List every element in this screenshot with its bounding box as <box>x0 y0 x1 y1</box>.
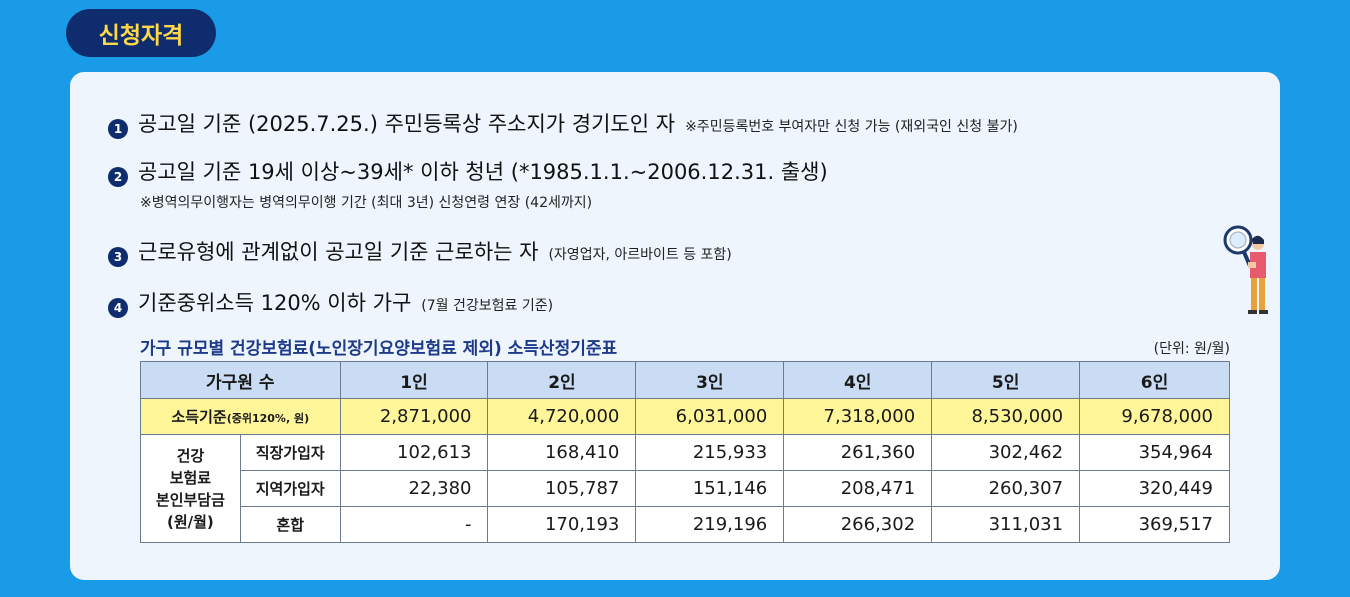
table-cell: 168,410 <box>487 434 637 471</box>
eligibility-panel: 1 공고일 기준 (2025.7.25.) 주민등록상 주소지가 경기도인 자 … <box>70 72 1280 580</box>
table-cell: 302,462 <box>931 434 1081 471</box>
header-col-5: 5인 <box>931 361 1081 399</box>
header-col-1: 1인 <box>339 361 489 399</box>
criterion-3-note: (자영업자, 아르바이트 등 포함) <box>548 247 732 263</box>
criterion-2-text: 공고일 기준 19세 이상~39세* 이하 청년 (*1985.1.1.~200… <box>138 160 828 184</box>
header-col-2: 2인 <box>487 361 637 399</box>
criterion-4-note: (7월 건강보험료 기준) <box>421 298 554 314</box>
header-col-4: 4인 <box>783 361 933 399</box>
table-cell: 208,471 <box>783 470 933 507</box>
income-label: 소득기준(중위120%, 원) <box>140 398 341 435</box>
table-cell: 170,193 <box>487 506 637 543</box>
table-cell: 261,360 <box>783 434 933 471</box>
table-header-row: 가구원 수 1인 2인 3인 4인 5인 6인 <box>140 361 1230 399</box>
table-cell: 22,380 <box>339 470 489 507</box>
income-cell: 6,031,000 <box>635 398 785 435</box>
header-col-6: 6인 <box>1079 361 1230 399</box>
table-unit: (단위: 원/월) <box>1153 341 1230 357</box>
table-cell: 320,449 <box>1079 470 1230 507</box>
income-standard-table: 가구원 수 1인 2인 3인 4인 5인 6인 소득기준(중위120%, 원) … <box>140 361 1230 543</box>
table-row: 지역가입자 22,380 105,787 151,146 208,471 260… <box>141 470 1230 507</box>
table-cell: 369,517 <box>1079 506 1230 543</box>
table-cell: 151,146 <box>635 470 785 507</box>
table-cell: 354,964 <box>1079 434 1230 471</box>
table-row: 혼합 - 170,193 219,196 266,302 311,031 369… <box>141 506 1230 543</box>
criterion-3: 3 근로유형에 관계없이 공고일 기준 근로하는 자 (자영업자, 아르바이트 … <box>108 236 732 267</box>
income-cell: 2,871,000 <box>339 398 489 435</box>
row-label: 혼합 <box>239 506 341 543</box>
number-2-icon: 2 <box>108 167 128 187</box>
insurance-category-label: 건강 보험료 본인부담금 (원/월) <box>140 434 241 543</box>
table-title: 가구 규모별 건강보험료(노인장기요양보험료 제외) 소득산정기준표 <box>140 339 618 359</box>
number-3-icon: 3 <box>108 247 128 267</box>
number-4-icon: 4 <box>108 298 128 318</box>
table-cell: 311,031 <box>931 506 1081 543</box>
income-cell: 8,530,000 <box>931 398 1081 435</box>
income-cell: 4,720,000 <box>487 398 637 435</box>
table-cell: 266,302 <box>783 506 933 543</box>
section-badge: 신청자격 <box>66 9 216 57</box>
criterion-1: 1 공고일 기준 (2025.7.25.) 주민등록상 주소지가 경기도인 자 … <box>108 108 1018 139</box>
criterion-2: 2 공고일 기준 19세 이상~39세* 이하 청년 (*1985.1.1.~2… <box>108 156 828 187</box>
criterion-2-note: ※병역의무이행자는 병역의무이행 기간 (최대 3년) 신청연령 연장 (42세… <box>140 195 593 211</box>
table-cell: - <box>339 506 489 543</box>
number-1-icon: 1 <box>108 119 128 139</box>
row-label: 직장가입자 <box>239 434 341 471</box>
criterion-1-note: ※주민등록번호 부여자만 신청 가능 (재외국인 신청 불가) <box>685 119 1018 135</box>
criterion-1-text: 공고일 기준 (2025.7.25.) 주민등록상 주소지가 경기도인 자 <box>138 112 676 136</box>
table-cell: 105,787 <box>487 470 637 507</box>
table-cell: 219,196 <box>635 506 785 543</box>
income-cell: 7,318,000 <box>783 398 933 435</box>
criterion-4: 4 기준중위소득 120% 이하 가구 (7월 건강보험료 기준) <box>108 287 554 318</box>
table-cell: 215,933 <box>635 434 785 471</box>
header-col-3: 3인 <box>635 361 785 399</box>
criterion-4-text: 기준중위소득 120% 이하 가구 <box>138 291 412 315</box>
income-cell: 9,678,000 <box>1079 398 1230 435</box>
row-label: 지역가입자 <box>239 470 341 507</box>
criterion-3-text: 근로유형에 관계없이 공고일 기준 근로하는 자 <box>138 240 539 264</box>
table-row: 건강 보험료 본인부담금 (원/월) 직장가입자 102,613 168,410… <box>140 434 1230 543</box>
magnifier-person-icon <box>1223 225 1268 314</box>
income-row: 소득기준(중위120%, 원) 2,871,000 4,720,000 6,03… <box>140 398 1230 435</box>
header-household-size: 가구원 수 <box>140 361 341 399</box>
table-cell: 102,613 <box>339 434 489 471</box>
table-cell: 260,307 <box>931 470 1081 507</box>
